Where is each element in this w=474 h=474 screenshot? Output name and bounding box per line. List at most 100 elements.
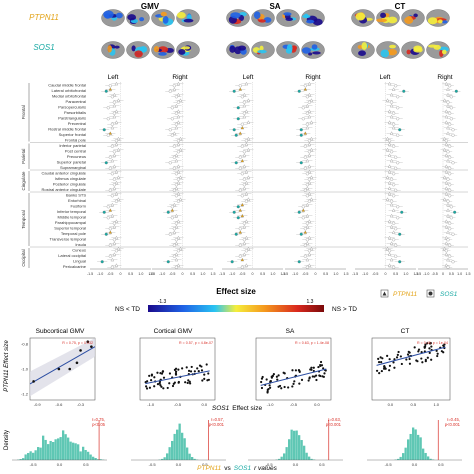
sos1-point <box>394 254 398 258</box>
hist-tick-label: 0.5 <box>202 462 208 467</box>
sos1-point <box>172 84 176 88</box>
hist-bar <box>176 429 179 460</box>
scatter-point <box>200 369 204 372</box>
scatter-point <box>177 368 180 371</box>
ptpn11-point <box>389 158 394 163</box>
hist-bar <box>419 437 422 460</box>
scatter-point <box>430 345 433 348</box>
brain-region-patch <box>131 45 136 52</box>
sos1-point <box>232 89 236 93</box>
sos1-point <box>299 133 303 137</box>
hist-bar <box>417 434 420 460</box>
sos1-point <box>176 177 180 181</box>
ptpn11-point <box>385 147 390 152</box>
brain-region-patch <box>312 18 323 26</box>
ptpn11-point <box>387 164 392 168</box>
region-label: Inferior parietal <box>59 143 86 148</box>
scatter-point <box>156 383 160 386</box>
hist-bar <box>79 451 82 460</box>
hist-annotation-r: r=0.75, <box>92 417 105 422</box>
brain-region-patch <box>259 45 264 51</box>
hist-bar <box>278 458 281 460</box>
scatter-point <box>159 384 162 387</box>
brain-SA-PTPN11-2 <box>276 9 300 27</box>
brain-region-patch <box>103 10 114 19</box>
scatter-point <box>171 384 175 388</box>
scatter-point <box>388 358 391 361</box>
sos1-point <box>394 227 398 231</box>
brain-region-patch <box>427 17 438 25</box>
hist-bar <box>59 437 62 460</box>
scatter-point <box>405 358 408 361</box>
ptpn11-point <box>387 120 392 124</box>
sos1-point <box>172 254 176 258</box>
ptpn11-point <box>444 169 449 174</box>
hist-bar <box>39 447 42 460</box>
region-label: Lateral occipital <box>58 253 86 258</box>
brain-region-patch <box>358 50 366 56</box>
ptpn11-point <box>309 98 314 102</box>
scatter-point <box>308 377 311 380</box>
hist-bar <box>404 447 407 460</box>
forest-plot: Left Right Left Right Left Right Caudal … <box>21 74 471 276</box>
forest-tick-label: 0.5 <box>128 272 133 276</box>
scatter-point <box>268 384 271 387</box>
sos1-point <box>106 133 110 137</box>
scatter-point <box>160 385 163 388</box>
ptpn11-point <box>246 98 251 102</box>
sos1-point <box>242 150 246 154</box>
sos1-point <box>108 188 112 192</box>
scatter-point <box>377 361 381 364</box>
ptpn11-point <box>446 125 450 130</box>
ptpn11-point <box>307 92 312 97</box>
ptpn11-point <box>309 120 314 124</box>
scatter-point <box>187 379 190 382</box>
ptpn11-point <box>387 169 392 174</box>
sos1-point <box>307 199 311 203</box>
hist-bar <box>181 432 184 460</box>
sos1-point <box>402 89 406 93</box>
brain-region-patch <box>306 19 315 24</box>
scatter-point <box>277 385 280 388</box>
scatter-point <box>203 373 206 376</box>
ptpn11-point <box>238 208 243 212</box>
forest-tick-label: -0.5 <box>107 272 113 276</box>
sos1-point <box>303 243 307 247</box>
forest-tick-label: -1.5 <box>219 272 225 276</box>
ptpn11-point <box>176 142 181 146</box>
ptpn11-point <box>446 202 450 207</box>
ptpn11-point <box>112 252 117 256</box>
region-label: Isthmus cingulate <box>55 176 87 181</box>
ptpn11-point <box>114 191 119 196</box>
brain-region-patch <box>258 19 266 23</box>
scatter-point <box>275 375 278 378</box>
bottom-xlabel-vs: vs <box>224 465 231 472</box>
sos1-point <box>297 89 301 93</box>
sos1-point <box>238 84 242 88</box>
ptpn11-point <box>307 191 312 196</box>
ptpn11-point <box>176 120 181 124</box>
sos1-point <box>448 111 452 115</box>
hist-bar <box>191 457 194 460</box>
ptpn11-point <box>176 81 181 86</box>
scatter-point <box>173 381 176 384</box>
ptpn11-point <box>307 219 312 223</box>
brain-CT-SOS1-1 <box>376 41 400 59</box>
region-label: Paracentral <box>66 99 87 104</box>
ptpn11-point <box>303 87 308 91</box>
forest-tick-label: -1.5 <box>415 272 421 276</box>
sos1-point <box>236 117 240 121</box>
hist-bar <box>407 439 410 460</box>
ptpn11-point <box>174 103 179 108</box>
sos1-point <box>392 221 396 225</box>
scatter-point <box>287 386 290 389</box>
sos1-point <box>454 89 458 93</box>
scatter-point <box>416 360 419 363</box>
ptpn11-point <box>176 114 181 119</box>
sos1-point <box>392 172 396 176</box>
sos1-point <box>446 199 450 203</box>
scatter-point <box>292 382 295 385</box>
scatter-point <box>408 362 412 365</box>
region-label: Lingual <box>73 258 86 263</box>
scatter-point <box>424 343 427 346</box>
